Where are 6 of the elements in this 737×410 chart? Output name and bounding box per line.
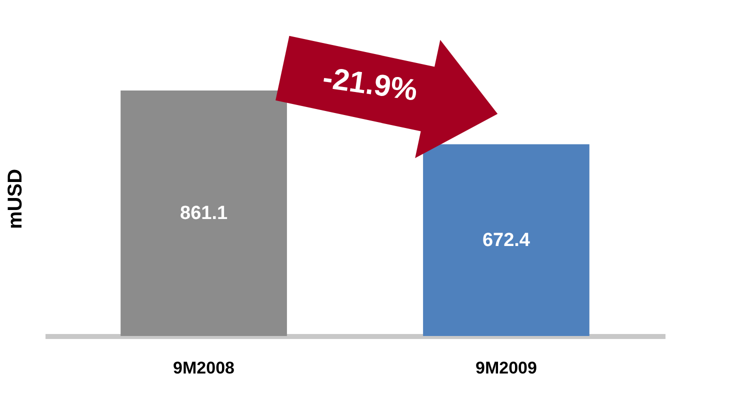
x-tick-label: 9M2009 — [476, 358, 537, 378]
data-label: 861.1 — [180, 203, 228, 224]
annotation: -21.9% — [320, 62, 420, 108]
y-axis-title: mUSD — [4, 168, 26, 230]
x-tick-label: 9M2008 — [173, 358, 234, 378]
data-label: 672.4 — [482, 230, 530, 252]
